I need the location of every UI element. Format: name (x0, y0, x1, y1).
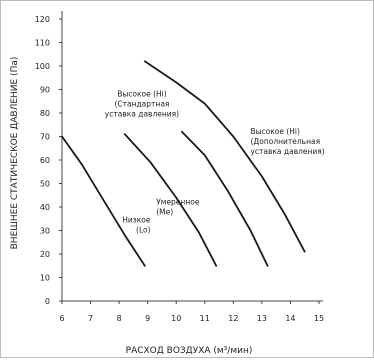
x-tick-label: 9 (145, 314, 150, 323)
x-tick-label: 8 (117, 314, 122, 323)
y-tick-label: 100 (35, 62, 50, 71)
y-tick-label: 60 (40, 156, 50, 165)
series-line-1 (61, 135, 146, 267)
y-tick-label: 90 (40, 86, 50, 95)
series-annotation-2: Умеренное (156, 198, 200, 207)
x-axis-title: РАСХОД ВОЗДУХА (м³/мин) (126, 346, 253, 356)
y-tick-label: 20 (40, 250, 50, 259)
series-annotation-3: Высокое (Hi) (117, 90, 167, 99)
series-annotation-4: (Дополнительная (250, 137, 320, 146)
x-tick-label: 13 (257, 314, 267, 323)
series-line-4 (143, 60, 306, 253)
series-annotation-4: уставка давления) (250, 147, 324, 156)
x-tick-label: 11 (200, 314, 210, 323)
x-tick-label: 14 (285, 314, 295, 323)
series-annotation-2: (Me) (156, 208, 173, 217)
y-tick-label: 30 (40, 227, 50, 236)
series-layer (61, 60, 306, 267)
y-tick-label: 80 (40, 109, 50, 118)
series-annotation-1: (Lo) (136, 225, 151, 234)
y-tick-label: 10 (40, 274, 50, 283)
annotation-layer: Низкое(Lo)Умеренное(Me)Высокое (Hi)(Стан… (105, 90, 325, 235)
series-line-2 (123, 133, 218, 267)
x-tick-label: 7 (88, 314, 93, 323)
y-axis-title: ВНЕШНЕЕ СТАТИЧЕСКОЕ ДАВЛЕНИЕ (Па) (10, 57, 20, 250)
x-tick-label: 15 (314, 314, 324, 323)
series-annotation-1: Низкое (122, 215, 151, 224)
y-tick-label: 40 (40, 203, 50, 212)
y-tick-label: 70 (40, 133, 50, 142)
series-annotation-3: уставка давления) (105, 110, 179, 119)
x-tick-label: 10 (171, 314, 181, 323)
series-line-3 (180, 130, 269, 267)
x-tick-label: 6 (59, 314, 64, 323)
y-tick-label: 110 (35, 39, 50, 48)
y-tick-label: 120 (35, 15, 50, 24)
series-annotation-4: Высокое (Hi) (250, 127, 300, 136)
y-tick-label: 0 (45, 297, 50, 306)
series-annotation-3: (Стандартная (114, 100, 169, 109)
x-tick-label: 12 (228, 314, 238, 323)
axes: 0 10 20 30 40 50 60 70 80 90 100 110 120 6 7 8 9 10 11 12 13… (35, 11, 324, 323)
y-tick-label: 50 (40, 180, 50, 189)
